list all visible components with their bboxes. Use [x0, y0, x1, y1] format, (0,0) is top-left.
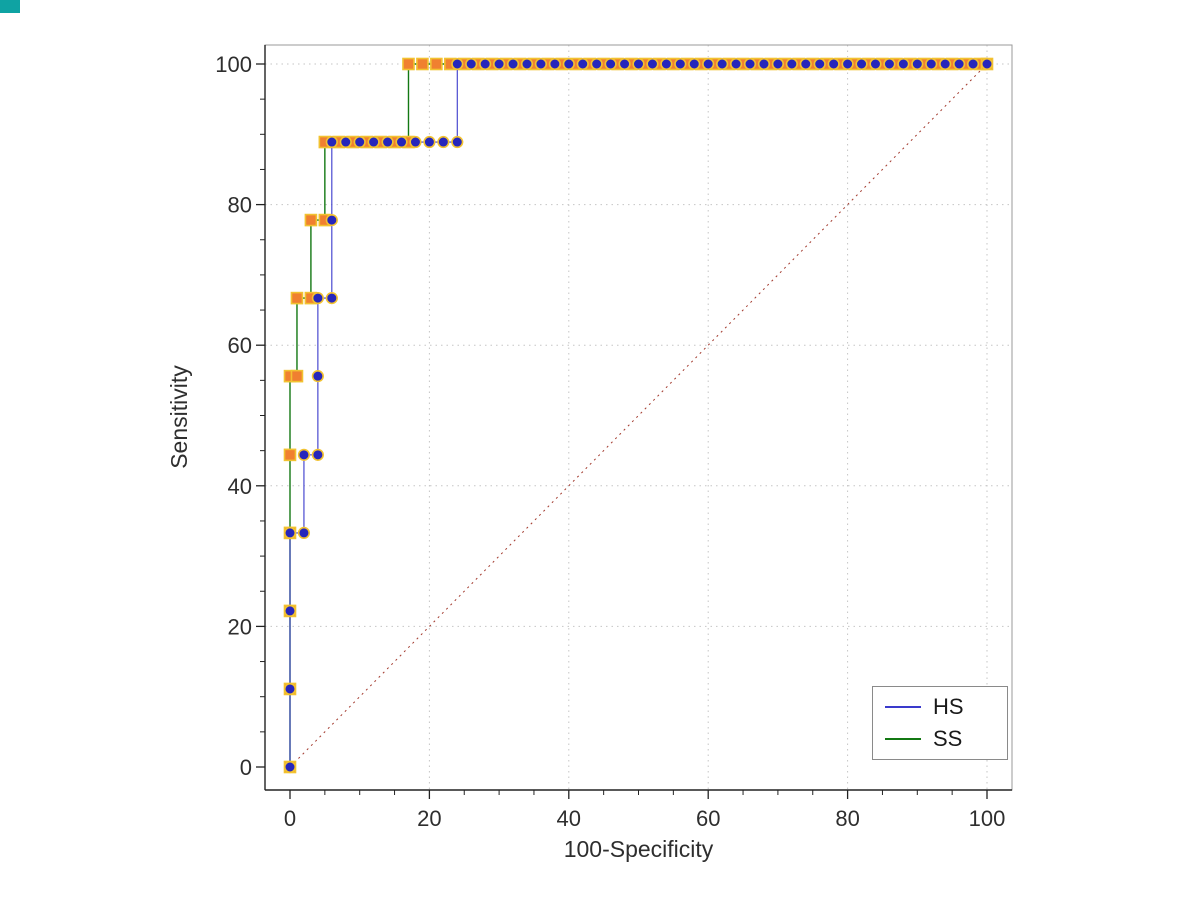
- y-tick-label: 40: [228, 474, 252, 499]
- hs-marker: [409, 135, 422, 149]
- ss-legend-label: SS: [933, 726, 963, 751]
- hs-marker: [618, 57, 631, 71]
- hs-marker: [534, 57, 548, 71]
- hs-marker: [451, 57, 464, 71]
- ss-marker: [304, 213, 318, 227]
- y-tick-label: 0: [240, 755, 252, 780]
- hs-marker: [688, 57, 701, 71]
- hs-marker: [367, 135, 380, 149]
- y-tick-label: 100: [215, 52, 252, 77]
- hs-marker: [506, 57, 520, 71]
- reference-diagonal: [289, 63, 988, 768]
- hs-marker: [311, 448, 324, 461]
- plot-frame: [264, 44, 1013, 791]
- hs-marker: [297, 448, 311, 461]
- ss-marker: [416, 57, 429, 71]
- hs-marker: [493, 57, 506, 71]
- y-tick-label: 20: [228, 614, 252, 639]
- hs-marker: [869, 57, 882, 71]
- hs-marker: [283, 760, 297, 774]
- hs-marker: [548, 57, 561, 71]
- ss-marker: [290, 369, 304, 383]
- hs-marker: [562, 57, 575, 71]
- hs-marker: [590, 57, 603, 71]
- hs-marker: [883, 57, 896, 71]
- hs-marker: [743, 57, 757, 71]
- hs-marker: [465, 57, 478, 71]
- ss-marker: [290, 291, 304, 305]
- hs-marker: [283, 682, 297, 696]
- x-tick-label: 60: [696, 806, 720, 831]
- x-tick-label: 20: [417, 806, 441, 831]
- hs-marker: [925, 57, 938, 71]
- hs-marker: [325, 135, 338, 149]
- hs-marker: [771, 57, 785, 71]
- hs-marker: [911, 57, 924, 71]
- hs-marker: [702, 57, 715, 71]
- hs-marker: [939, 57, 952, 71]
- hs-marker: [353, 135, 366, 149]
- hs-marker: [451, 135, 464, 149]
- hs-marker: [311, 370, 324, 383]
- hs-marker: [325, 213, 338, 227]
- hs-marker: [437, 135, 450, 149]
- hs-marker: [674, 57, 687, 71]
- ss-marker: [430, 57, 443, 71]
- ss-marker: [402, 57, 415, 71]
- hs-marker: [632, 57, 645, 71]
- hs-marker: [646, 57, 659, 71]
- hs-marker: [813, 57, 826, 71]
- hs-marker: [855, 57, 868, 71]
- legend-item-ss: SS: [885, 728, 995, 750]
- screen-corner-artifact: [0, 0, 20, 13]
- hs-marker: [729, 57, 743, 71]
- hs-line-sample: [885, 706, 921, 708]
- hs-marker: [339, 135, 352, 149]
- legend-box: HS SS: [872, 686, 1008, 760]
- hs-marker: [660, 57, 673, 71]
- hs-marker: [283, 526, 297, 540]
- x-axis-title: 100-Specificity: [563, 836, 714, 862]
- hs-marker: [953, 57, 966, 71]
- y-axis-title: Sensitivity: [166, 365, 192, 469]
- ss-line-sample: [885, 738, 921, 740]
- hs-marker: [897, 57, 910, 71]
- x-tick-label: 100: [969, 806, 1006, 831]
- hs-marker: [297, 526, 311, 540]
- hs-marker: [283, 604, 297, 618]
- ss-marker: [283, 448, 297, 462]
- hs-legend-label: HS: [933, 694, 964, 719]
- hs-marker: [381, 135, 394, 149]
- y-tick-label: 80: [228, 193, 252, 218]
- y-tick-label: 60: [228, 333, 252, 358]
- x-tick-label: 0: [284, 806, 296, 831]
- hs-marker: [827, 57, 840, 71]
- hs-marker: [423, 135, 436, 149]
- hs-marker: [799, 57, 812, 71]
- hs-marker: [716, 57, 729, 71]
- hs-marker: [966, 57, 980, 71]
- hs-marker: [980, 57, 994, 71]
- hs-marker: [841, 57, 854, 71]
- x-tick-label: 80: [835, 806, 859, 831]
- hs-marker: [311, 291, 324, 305]
- hs-marker: [395, 135, 408, 149]
- x-tick-label: 40: [557, 806, 581, 831]
- hs-marker: [604, 57, 617, 71]
- hs-marker: [576, 57, 589, 71]
- hs-marker: [479, 57, 492, 71]
- hs-marker: [520, 57, 534, 71]
- hs-marker: [785, 57, 798, 71]
- hs-marker: [325, 291, 338, 305]
- hs-marker: [757, 57, 771, 71]
- legend-item-hs: HS: [885, 696, 995, 718]
